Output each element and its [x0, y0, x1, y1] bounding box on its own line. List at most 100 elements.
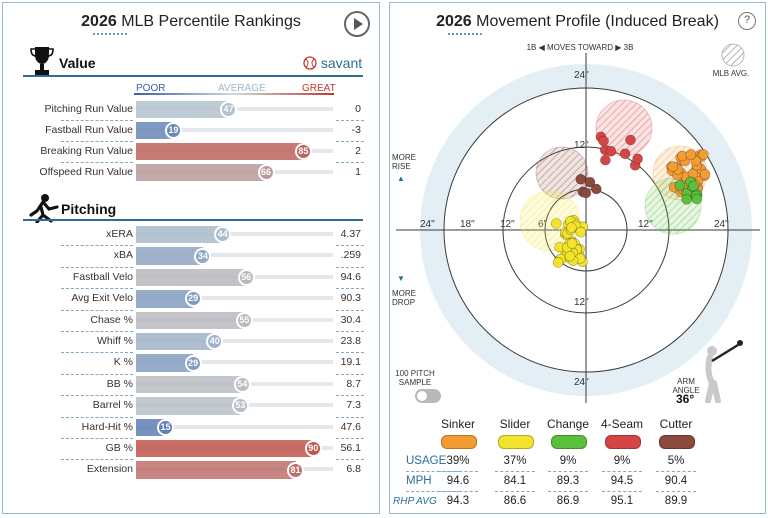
percentile-row[interactable]: xBA 34 .259 [3, 246, 379, 268]
percentile-row[interactable]: Extension 81 6.8 [3, 460, 379, 481]
rise-arrow-icon: ▲ [397, 174, 405, 183]
sample-toggle[interactable] [415, 389, 441, 403]
row-divider [336, 416, 364, 418]
row-label: xERA [106, 228, 133, 240]
movement-title: 2026 Movement Profile (Induced Break) [390, 13, 765, 31]
ring-label: 24" [714, 219, 729, 230]
help-button[interactable]: ? [738, 12, 756, 30]
table-row-divider [406, 491, 460, 492]
table-cell: 84.1 [503, 475, 527, 487]
percentile-row[interactable]: xERA 44 4.37 [3, 225, 379, 247]
row-bar [136, 440, 314, 458]
table-cell: 86.6 [503, 495, 527, 507]
row-percentile-circle: 29 [184, 290, 202, 308]
table-cell: 5% [667, 455, 685, 467]
row-divider [336, 352, 364, 354]
ring-label: 12" [574, 140, 589, 151]
ring-label: 12" [574, 297, 589, 308]
row-divider [61, 395, 133, 397]
help-icon: ? [743, 14, 751, 26]
row-divider [61, 437, 133, 439]
table-cell: 37% [503, 455, 527, 467]
row-value: 6.8 [346, 463, 361, 476]
row-divider [61, 288, 133, 290]
percentile-row[interactable]: Fastball Velo 56 94.6 [3, 268, 379, 290]
percentile-row[interactable]: BB % 54 8.7 [3, 375, 379, 397]
row-percentile-circle: 47 [220, 101, 238, 118]
percentile-row[interactable]: Breaking Run Value 85 2 [3, 142, 379, 163]
row-bar [136, 375, 243, 394]
table-cell: 9% [559, 455, 577, 467]
row-value: -3 [351, 124, 361, 136]
percentile-row[interactable]: Barrel % 53 7.3 [3, 396, 379, 418]
row-track [136, 128, 333, 132]
moves-toward-label: 1B ◀ MOVES TOWARD ▶ 3B [526, 43, 634, 52]
scale-great: GREAT [302, 83, 336, 94]
percentile-row[interactable]: GB % 90 56.1 [3, 439, 379, 461]
table-row-divider [438, 471, 478, 472]
percentile-row[interactable]: Offspeed Run Value 66 1 [3, 163, 379, 184]
row-divider [336, 437, 364, 439]
row-label: Extension [86, 463, 133, 476]
row-percentile-circle: 53 [231, 397, 249, 415]
pitch-name: 4-Seam [600, 417, 644, 431]
pitching-section-title: Pitching [61, 201, 117, 217]
pitch-dot-slider [566, 238, 578, 249]
mlb-avg-legend-swatch [721, 43, 745, 67]
pitch-color-swatch[interactable] [441, 435, 477, 449]
pitch-dot-sinker [698, 149, 709, 160]
pitch-dot-change [674, 180, 686, 191]
row-label: Fastball Run Value [45, 124, 133, 136]
row-divider [336, 266, 364, 268]
percentile-row[interactable]: Chase % 55 30.4 [3, 311, 379, 332]
value-section-rule [23, 75, 363, 77]
row-divider [61, 245, 133, 247]
pitch-color-swatch[interactable] [605, 435, 641, 449]
row-value: 4.37 [340, 228, 361, 240]
mlb-avg-label: MLB AVG. [712, 69, 750, 78]
savant-logo[interactable]: savant [303, 55, 362, 71]
percentile-row[interactable]: Whiff % 40 23.8 [3, 332, 379, 354]
row-value: 56.1 [340, 442, 361, 454]
arm-angle-label: ARM ANGLE [672, 377, 700, 395]
table-row-divider [656, 471, 696, 472]
movement-title-text: Movement Profile (Induced Break) [476, 13, 719, 30]
percentile-row[interactable]: K % 29 19.1 [3, 353, 379, 375]
row-track [136, 360, 333, 365]
percentile-row[interactable]: Fastball Run Value 19 -3 [3, 121, 379, 142]
percentile-title-year: 2026 [81, 13, 117, 30]
row-label: Breaking Run Value [40, 145, 133, 157]
row-divider [336, 162, 364, 163]
play-button[interactable] [344, 11, 370, 37]
row-value: 0 [355, 103, 361, 115]
pitch-dot-change [688, 180, 699, 192]
table-cell: 86.9 [556, 495, 580, 507]
percentile-row[interactable]: Hard-Hit % 15 47.6 [3, 418, 379, 439]
ring-label: 24" [574, 377, 589, 388]
percentile-row[interactable]: Pitching Run Value 47 0 [3, 100, 379, 121]
row-track [136, 232, 333, 236]
row-label: Whiff % [97, 335, 133, 347]
table-cell: 89.3 [556, 475, 580, 487]
table-cell: 89.9 [664, 495, 688, 507]
table-cell: 94.6 [446, 475, 470, 487]
pitch-dot-slider [575, 226, 587, 238]
scale-average: AVERAGE [218, 83, 266, 94]
arm-angle-pitcher-icon [705, 340, 743, 403]
row-label: Avg Exit Velo [71, 292, 133, 305]
row-divider [336, 395, 364, 397]
scale-gradient-line [134, 93, 334, 95]
percentile-row[interactable]: Avg Exit Velo 29 90.3 [3, 289, 379, 311]
ring-label: 18" [460, 219, 475, 230]
row-percentile-circle: 44 [214, 226, 232, 244]
pitch-color-swatch[interactable] [551, 435, 587, 449]
row-value: 90.3 [340, 292, 361, 305]
row-bar [136, 247, 203, 265]
ring-label: 24" [420, 219, 435, 230]
row-track [136, 296, 333, 301]
row-percentile-circle: 54 [233, 375, 251, 393]
pitch-color-swatch[interactable] [659, 435, 695, 449]
pitch-color-swatch[interactable] [498, 435, 534, 449]
drop-arrow-icon: ▼ [397, 274, 405, 283]
pitch-dot-sinker [699, 169, 711, 180]
